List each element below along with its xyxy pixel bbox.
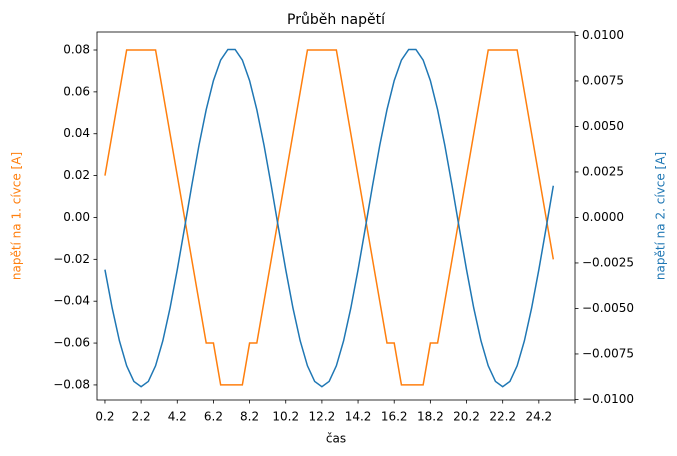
x-tick-label: 12.2 [309, 410, 336, 424]
x-tick-label: 24.2 [525, 410, 552, 424]
y-tick-label: −0.02 [53, 252, 90, 266]
y2-tick-label: 0.0025 [582, 164, 624, 178]
x-tick-label: 8.2 [240, 410, 259, 424]
y-axis-label: napětí na 1. cívce [A] [10, 152, 24, 280]
y2-tick-label: 0.0050 [582, 119, 624, 133]
x-tick-label: 0.2 [95, 410, 114, 424]
y-tick-label: −0.06 [53, 336, 90, 350]
y2-tick-label: −0.0050 [582, 301, 634, 315]
x-axis-label: čas [326, 432, 346, 446]
line-series [104, 48, 555, 388]
y-tick-label: 0.08 [63, 43, 90, 57]
line-series [104, 49, 555, 386]
y-tick-label: 0.02 [63, 168, 90, 182]
y-tick-label: −0.04 [53, 294, 90, 308]
y-tick-label: −0.08 [53, 377, 90, 391]
y2-tick-label: −0.0100 [582, 392, 634, 406]
x-tick-label: 2.2 [132, 410, 151, 424]
y2-tick-label: 0.0075 [582, 73, 624, 87]
y2-tick-label: 0.0100 [582, 28, 624, 42]
y2-axis-label: napětí na 2. cívce [A] [654, 152, 668, 280]
x-tick-label: 16.2 [381, 410, 408, 424]
plot-frame [96, 31, 576, 401]
x-tick-label: 22.2 [489, 410, 516, 424]
y2-tick-label: 0.0000 [582, 210, 624, 224]
x-tick-label: 6.2 [204, 410, 223, 424]
x-tick-label: 20.2 [453, 410, 480, 424]
x-tick-label: 10.2 [272, 410, 299, 424]
x-tick-label: 14.2 [345, 410, 372, 424]
x-tick-label: 18.2 [417, 410, 444, 424]
chart-title: Průběh napětí [287, 12, 386, 28]
y-tick-label: 0.06 [63, 84, 90, 98]
y2-tick-label: −0.0075 [582, 346, 634, 360]
x-tick-label: 4.2 [168, 410, 187, 424]
y-tick-label: 0.04 [63, 126, 90, 140]
y-tick-label: 0.00 [63, 210, 90, 224]
y2-tick-label: −0.0025 [582, 255, 634, 269]
